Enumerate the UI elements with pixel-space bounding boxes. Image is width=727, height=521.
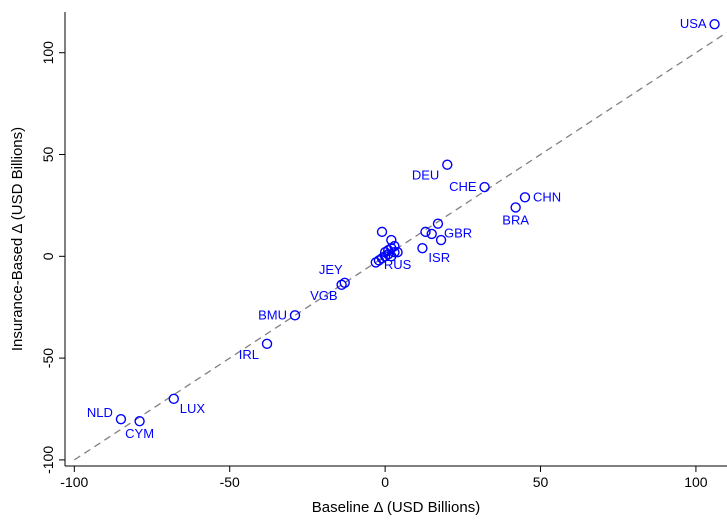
point-label-jey: JEY <box>319 262 343 277</box>
point-label-gbr: GBR <box>444 226 472 241</box>
point-lux <box>168 393 179 405</box>
point-cym <box>134 416 145 427</box>
data-point <box>386 251 397 262</box>
data-point <box>420 226 431 238</box>
x-tick-label: 100 <box>684 474 708 490</box>
point-label-nld: NLD <box>87 405 113 420</box>
data-point <box>435 234 447 246</box>
point-isr <box>417 242 428 254</box>
point-label-vgb: VGB <box>310 288 337 303</box>
data-point <box>370 257 381 268</box>
point-gbr <box>432 218 444 229</box>
point-label-usa: USA <box>680 16 707 31</box>
data-points <box>115 19 720 427</box>
point-label-bmu: BMU <box>258 307 287 322</box>
point-label-irl: IRL <box>239 347 259 362</box>
point-che <box>479 181 490 193</box>
y-tick-label: 100 <box>40 41 56 65</box>
data-point <box>426 228 437 240</box>
point-label-rus: RUS <box>384 257 412 272</box>
point-irl <box>261 338 273 350</box>
point-label-isr: ISR <box>428 250 450 265</box>
point-bra <box>510 202 521 213</box>
x-tick-label: 0 <box>381 474 389 490</box>
y-tick-label: -100 <box>40 446 56 474</box>
y-tick-label: -50 <box>40 348 56 368</box>
y-tick-label: 0 <box>40 252 56 260</box>
axes: -100 -50 0 50 100 -100 -50 0 50 100 <box>40 12 727 490</box>
x-tick-label: 50 <box>533 474 549 490</box>
data-point <box>386 234 397 246</box>
point-label-deu: DEU <box>412 168 439 183</box>
data-point <box>376 226 388 238</box>
point-label-lux: LUX <box>180 401 206 416</box>
point-chn <box>519 192 531 203</box>
point-nld <box>115 413 127 425</box>
point-vgb <box>336 279 347 291</box>
point-bmu <box>289 310 301 321</box>
point-label-bra: BRA <box>502 212 529 227</box>
data-point <box>373 255 385 266</box>
point-label-che: CHE <box>449 179 477 194</box>
y-tick-label: 50 <box>40 147 56 163</box>
point-deu <box>442 159 453 170</box>
x-axis-title: Baseline Δ (USD Billions) <box>312 499 480 516</box>
x-tick-label: -100 <box>60 474 88 490</box>
x-tick-label: -50 <box>220 474 240 490</box>
point-label-cym: CYM <box>125 426 154 441</box>
point-labels: USA DEU CHE CHN BRA GBR ISR RUS JEY VGB BMU IRL LUX N… <box>87 16 707 441</box>
y-axis-title: Insurance-Based Δ (USD Billions) <box>9 127 26 351</box>
reference-diagonal-line <box>73 31 727 461</box>
point-usa <box>709 19 720 30</box>
point-label-chn: CHN <box>533 189 561 204</box>
data-point <box>383 244 394 256</box>
point-jey <box>339 277 350 288</box>
